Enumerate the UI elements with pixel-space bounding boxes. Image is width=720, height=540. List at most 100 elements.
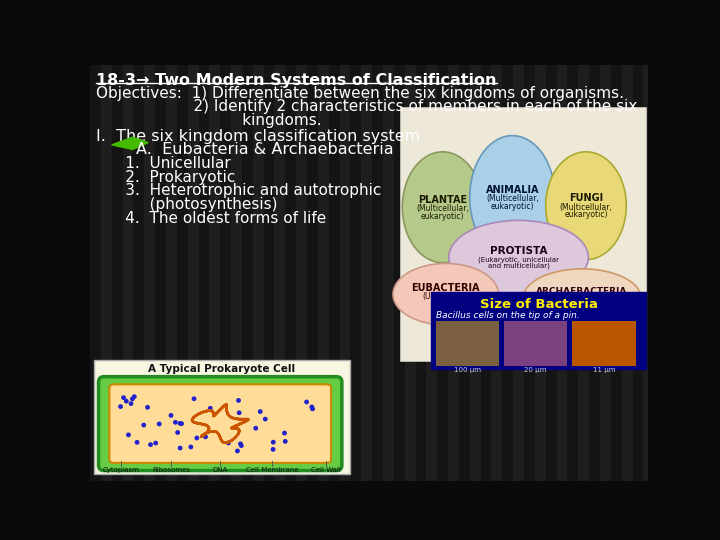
- Ellipse shape: [393, 264, 498, 325]
- Bar: [122, 65, 133, 481]
- Text: Size of Bacteria: Size of Bacteria: [480, 298, 598, 311]
- Bar: [94, 361, 350, 475]
- Bar: [436, 321, 499, 366]
- Circle shape: [204, 435, 207, 438]
- Circle shape: [169, 414, 173, 417]
- Text: A Typical Prokaryote Cell: A Typical Prokaryote Cell: [148, 363, 295, 374]
- Text: PROTISTA: PROTISTA: [490, 246, 547, 256]
- Text: Cell Wall: Cell Wall: [312, 467, 341, 472]
- Text: 11 μm: 11 μm: [593, 367, 615, 373]
- Bar: [188, 65, 199, 481]
- Text: Cell Membrane: Cell Membrane: [246, 467, 298, 472]
- Circle shape: [237, 399, 240, 402]
- Bar: [459, 65, 469, 481]
- Bar: [572, 321, 636, 366]
- Circle shape: [271, 448, 275, 451]
- Circle shape: [122, 396, 125, 400]
- Circle shape: [127, 433, 130, 436]
- Text: Bacillus cells on the tip of a pin.: Bacillus cells on the tip of a pin.: [436, 311, 580, 320]
- Bar: [199, 65, 210, 481]
- Bar: [546, 65, 557, 481]
- Circle shape: [146, 406, 149, 409]
- Bar: [492, 65, 503, 481]
- Bar: [513, 65, 524, 481]
- Circle shape: [176, 431, 179, 434]
- Circle shape: [125, 400, 128, 403]
- Bar: [481, 65, 492, 481]
- Bar: [318, 65, 329, 481]
- Bar: [405, 65, 415, 481]
- Circle shape: [235, 449, 239, 453]
- Ellipse shape: [402, 152, 483, 262]
- Circle shape: [192, 397, 196, 401]
- Text: eukaryotic): eukaryotic): [421, 212, 464, 221]
- Text: Cytoplasm: Cytoplasm: [102, 467, 140, 472]
- Text: 2) Identify 2 characteristics of members in each of the six: 2) Identify 2 characteristics of members…: [96, 99, 638, 114]
- Circle shape: [305, 400, 308, 404]
- Circle shape: [179, 422, 181, 425]
- Bar: [340, 65, 351, 481]
- Bar: [166, 65, 177, 481]
- Text: PLANTAE: PLANTAE: [418, 194, 467, 205]
- Bar: [426, 65, 437, 481]
- Ellipse shape: [546, 152, 626, 260]
- Bar: [632, 65, 644, 481]
- Bar: [231, 65, 242, 481]
- Text: FUNGI: FUNGI: [569, 193, 603, 203]
- Circle shape: [130, 402, 132, 406]
- Bar: [264, 65, 274, 481]
- Bar: [220, 65, 231, 481]
- Bar: [253, 65, 264, 481]
- Circle shape: [149, 443, 152, 447]
- Bar: [383, 65, 394, 481]
- Text: 3.  Heterotrophic and autotrophic: 3. Heterotrophic and autotrophic: [96, 184, 382, 198]
- Bar: [307, 65, 318, 481]
- Circle shape: [131, 397, 134, 401]
- Circle shape: [310, 406, 313, 409]
- Bar: [101, 65, 112, 481]
- Bar: [155, 65, 166, 481]
- Bar: [504, 321, 567, 366]
- FancyBboxPatch shape: [109, 384, 331, 463]
- Bar: [177, 65, 188, 481]
- Text: (Unicellular,: (Unicellular,: [423, 292, 469, 301]
- Bar: [274, 65, 285, 481]
- Circle shape: [264, 417, 267, 421]
- Bar: [133, 65, 144, 481]
- Bar: [567, 65, 578, 481]
- Text: (Multicellular,: (Multicellular,: [559, 202, 613, 212]
- Circle shape: [311, 407, 314, 410]
- Polygon shape: [112, 137, 148, 150]
- Bar: [112, 65, 122, 481]
- Text: EUBACTERIA: EUBACTERIA: [411, 283, 480, 293]
- Circle shape: [154, 441, 158, 445]
- Text: kingdoms.: kingdoms.: [96, 112, 322, 127]
- Bar: [578, 65, 589, 481]
- Circle shape: [189, 446, 192, 449]
- Text: 1.  Unicellular: 1. Unicellular: [96, 156, 231, 171]
- Circle shape: [179, 447, 182, 450]
- Text: DNA: DNA: [212, 467, 228, 472]
- Circle shape: [238, 411, 241, 415]
- Circle shape: [174, 421, 177, 424]
- Circle shape: [227, 441, 230, 444]
- Bar: [621, 65, 632, 481]
- Bar: [351, 65, 361, 481]
- Bar: [329, 65, 340, 481]
- Circle shape: [209, 407, 212, 410]
- Bar: [210, 65, 220, 481]
- Circle shape: [283, 431, 287, 435]
- Circle shape: [271, 441, 275, 444]
- Text: (Multicellular,: (Multicellular,: [486, 194, 539, 203]
- Bar: [285, 65, 296, 481]
- Bar: [644, 65, 654, 481]
- Circle shape: [240, 444, 243, 447]
- Text: ARCHAEBACTERIA: ARCHAEBACTERIA: [536, 287, 628, 296]
- Circle shape: [239, 442, 242, 446]
- Bar: [437, 65, 448, 481]
- Circle shape: [284, 440, 287, 443]
- Text: 4.  The oldest forms of life: 4. The oldest forms of life: [96, 211, 326, 226]
- Circle shape: [195, 436, 199, 440]
- Ellipse shape: [449, 220, 588, 294]
- Text: (Multicellular,: (Multicellular,: [416, 204, 469, 213]
